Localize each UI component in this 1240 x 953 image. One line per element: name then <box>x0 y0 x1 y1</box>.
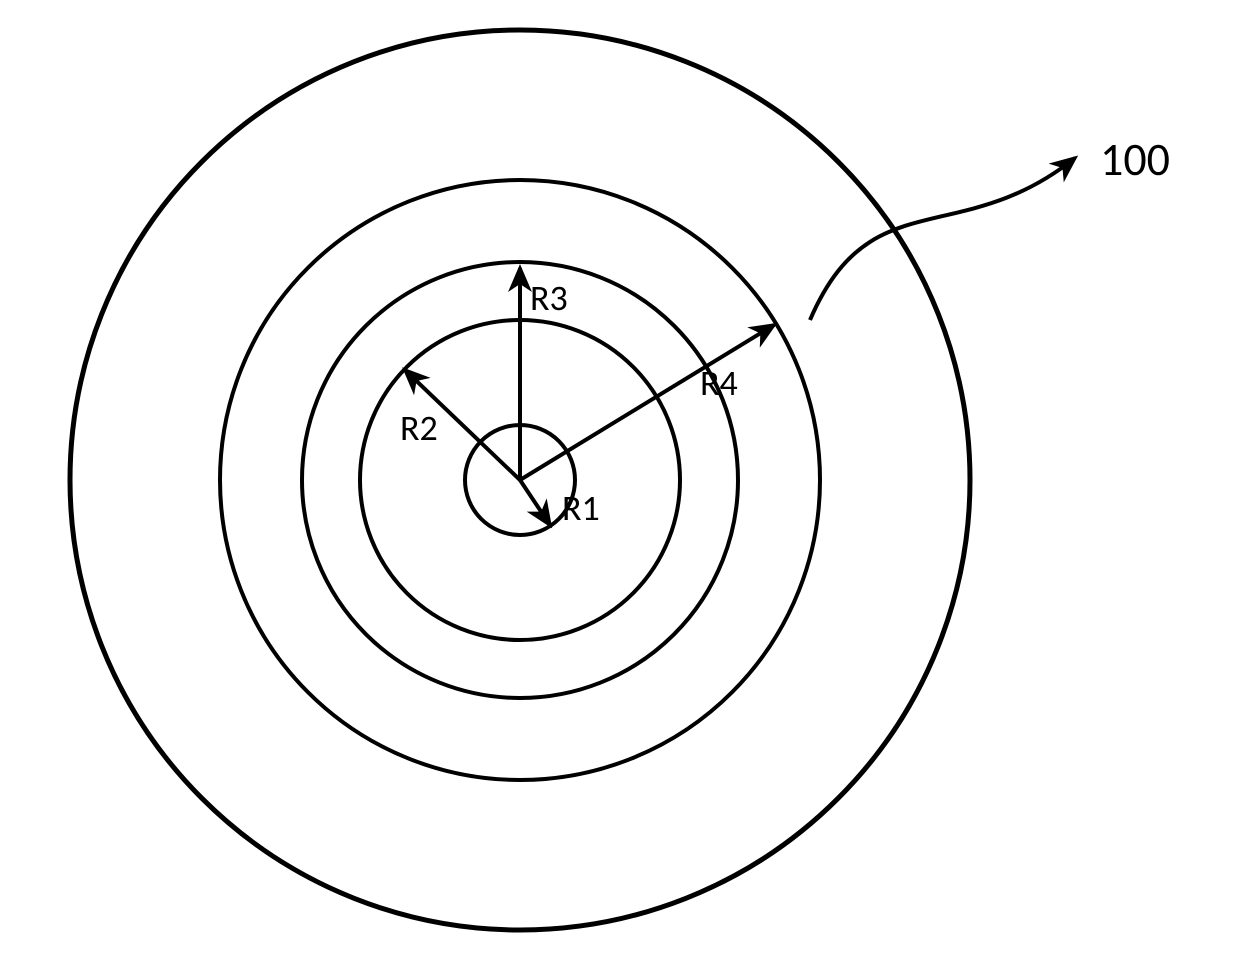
radius-label-r3: R3 <box>530 276 568 320</box>
radius-label-r2: R2 <box>400 406 438 450</box>
reference-leader-group <box>810 158 1075 320</box>
reference-leader <box>810 158 1075 320</box>
labels-group: R1 R2 R3 R4 100 <box>400 132 1170 530</box>
radius-label-r4: R4 <box>700 361 738 405</box>
concentric-diagram: R1 R2 R3 R4 100 <box>0 0 1240 953</box>
reference-label: 100 <box>1100 132 1170 188</box>
radius-arrow-r1 <box>520 480 550 525</box>
radius-label-r1: R1 <box>562 486 600 530</box>
